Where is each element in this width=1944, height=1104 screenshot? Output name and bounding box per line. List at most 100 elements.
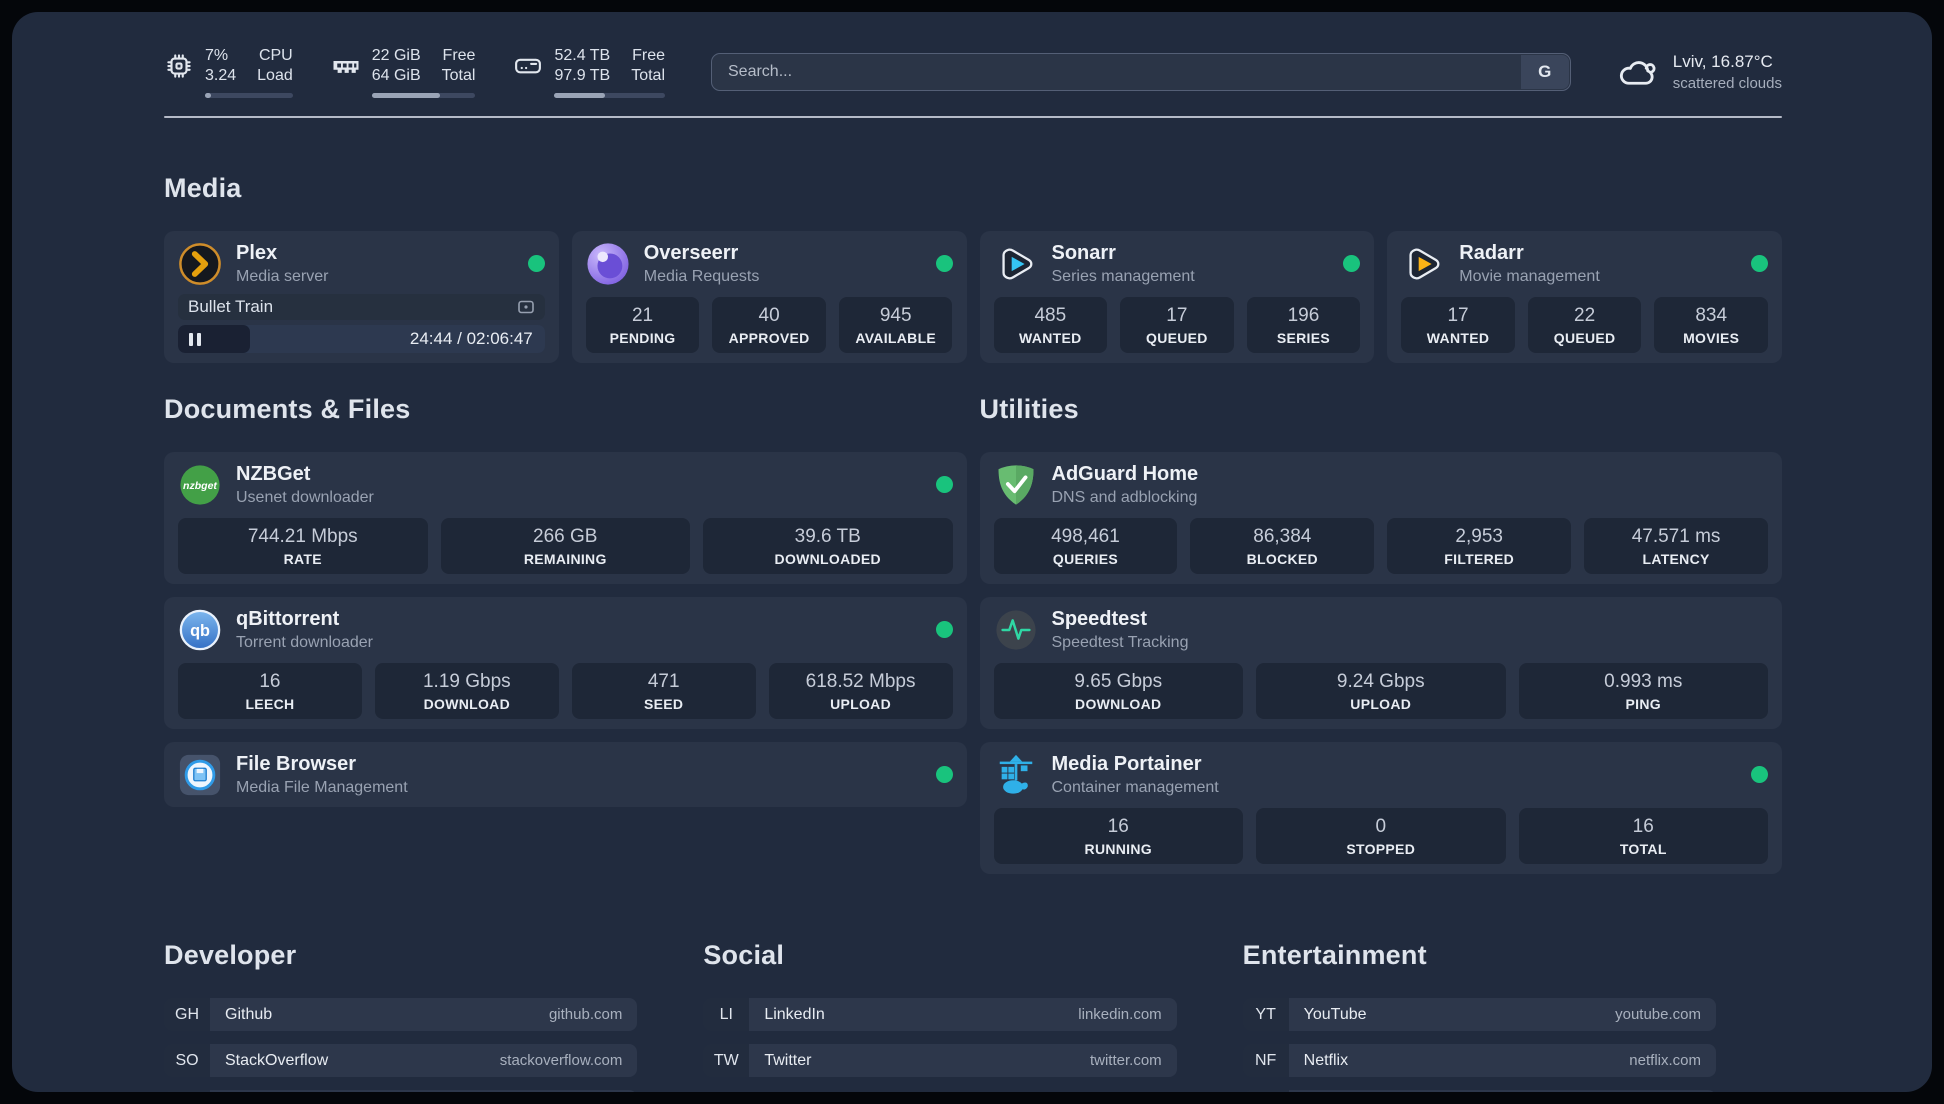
cpu-usage-label: CPU bbox=[258, 47, 293, 64]
service-description: Media Requests bbox=[643, 268, 760, 285]
stat-box: 1.19 Gbps DOWNLOAD bbox=[374, 663, 559, 719]
memory-icon bbox=[331, 51, 361, 81]
service-card-overseerr[interactable]: Overseerr Media Requests 21 PENDING 40 A… bbox=[571, 231, 967, 363]
bookmark-github[interactable]: GH Github github.com bbox=[164, 998, 638, 1031]
media-cards-row: Plex Media server Bullet Train bbox=[164, 231, 1782, 363]
service-description: Movie management bbox=[1459, 268, 1600, 285]
resource-disk: 52.4 TB 97.9 TB Free Total bbox=[513, 46, 665, 98]
disk-progress-bar bbox=[554, 93, 665, 98]
stat-label: QUEUED bbox=[1553, 330, 1616, 346]
bookmark-dev[interactable]: DT DEV dev.to bbox=[164, 1090, 638, 1092]
service-stats: 17 WANTED 22 QUEUED 834 MOVIES bbox=[1401, 297, 1768, 353]
bookmark-netflix[interactable]: NF Netflix netflix.com bbox=[1242, 1044, 1716, 1077]
stat-box: 86,384 BLOCKED bbox=[1190, 518, 1375, 574]
memory-progress-fill bbox=[371, 93, 441, 98]
stat-value: 39.6 TB bbox=[794, 526, 861, 547]
stat-label: MOVIES bbox=[1683, 330, 1740, 346]
service-description: Torrent downloader bbox=[236, 634, 373, 651]
stat-value: 196 bbox=[1287, 305, 1320, 326]
developer-section-title: Developer bbox=[164, 940, 297, 970]
pause-icon bbox=[189, 332, 201, 346]
top-bar: 7% 3.24 CPU Load bbox=[164, 46, 1782, 98]
service-card-qbittorrent[interactable]: qb qBittorrent Torrent downloader 16 LEE… bbox=[164, 597, 967, 729]
service-card-adguard[interactable]: AdGuard Home DNS and adblocking 498,461 … bbox=[979, 452, 1782, 584]
bookmark-abbr: DT bbox=[164, 1090, 210, 1092]
bookmarks-entertainment: Entertainment YT YouTube youtube.com NF … bbox=[1242, 939, 1716, 1092]
stat-box: 40 APPROVED bbox=[712, 297, 826, 353]
service-description: Series management bbox=[1051, 268, 1195, 285]
status-dot bbox=[935, 255, 953, 272]
disk-total-label: Total bbox=[631, 67, 665, 84]
disk-free-label: Free bbox=[632, 47, 665, 64]
stat-box: 9.24 Gbps UPLOAD bbox=[1256, 663, 1506, 719]
service-name: Plex bbox=[236, 242, 278, 264]
stat-box: 21 PENDING bbox=[585, 297, 700, 353]
bookmark-name: YouTube bbox=[1303, 1005, 1367, 1023]
qbittorrent-text: qBittorrent Torrent downloader bbox=[236, 607, 373, 652]
stat-label: SEED bbox=[644, 696, 684, 712]
stat-value: 22 bbox=[1574, 305, 1596, 326]
status-dot bbox=[1751, 766, 1768, 783]
stat-value: 485 bbox=[1034, 305, 1067, 326]
service-card-speedtest[interactable]: Speedtest Speedtest Tracking 9.65 Gbps D… bbox=[979, 597, 1782, 729]
weather-location-temp: Lviv, 16.87°C bbox=[1672, 52, 1773, 71]
radarr-icon bbox=[1401, 242, 1445, 286]
stat-box: 47.571 ms LATENCY bbox=[1584, 518, 1768, 574]
stat-value: 21 bbox=[631, 305, 654, 326]
service-name: AdGuard Home bbox=[1051, 463, 1199, 485]
service-card-filebrowser[interactable]: File Browser Media File Management bbox=[164, 742, 967, 807]
service-card-portainer[interactable]: Media Portainer Container management 16 … bbox=[979, 742, 1782, 874]
topbar-divider bbox=[164, 116, 1782, 118]
service-card-plex[interactable]: Plex Media server Bullet Train bbox=[164, 231, 559, 363]
portainer-text: Media Portainer Container management bbox=[1052, 752, 1219, 797]
weather-condition: scattered clouds bbox=[1672, 75, 1782, 92]
service-name: NZBGet bbox=[236, 463, 311, 485]
stat-label: QUEUED bbox=[1146, 330, 1208, 346]
service-card-radarr[interactable]: Radarr Movie management 17 WANTED 22 QUE… bbox=[1387, 231, 1782, 363]
service-description: Media server bbox=[236, 268, 329, 285]
stat-label: PENDING bbox=[609, 330, 676, 346]
bookmarks-developer: Developer GH Github github.com SO StackO… bbox=[164, 939, 638, 1092]
cpu-load-label: Load bbox=[257, 67, 293, 84]
disk-progress-fill bbox=[554, 93, 606, 98]
bookmark-twitter[interactable]: TW Twitter twitter.com bbox=[703, 1044, 1177, 1077]
stat-box: 16 TOTAL bbox=[1518, 808, 1768, 864]
stat-value: 498,461 bbox=[1051, 526, 1120, 547]
stat-value: 744.21 Mbps bbox=[247, 526, 358, 547]
service-stats: 16 RUNNING 0 STOPPED 16 TOTAL bbox=[993, 808, 1768, 864]
stat-label: LEECH bbox=[245, 696, 295, 712]
service-stats: 744.21 Mbps RATE 266 GB REMAINING 39.6 T… bbox=[178, 518, 953, 574]
stat-value: 17 bbox=[1447, 305, 1469, 326]
speedtest-icon bbox=[994, 608, 1038, 652]
stat-label: UPLOAD bbox=[1350, 696, 1412, 712]
disk-icon bbox=[513, 51, 543, 81]
entertainment-section-title: Entertainment bbox=[1242, 940, 1427, 970]
bookmark-url: stackoverflow.com bbox=[499, 1052, 623, 1069]
service-stats: 498,461 QUERIES 86,384 BLOCKED 2,953 FIL… bbox=[993, 518, 1768, 574]
bookmark-youtube[interactable]: YT YouTube youtube.com bbox=[1242, 998, 1716, 1031]
filebrowser-icon bbox=[178, 753, 222, 797]
memory-total-value: 64 GiB bbox=[371, 67, 421, 84]
search-input[interactable] bbox=[711, 53, 1571, 91]
bookmark-url: netflix.com bbox=[1629, 1052, 1701, 1069]
service-card-sonarr[interactable]: Sonarr Series management 485 WANTED 17 Q… bbox=[979, 231, 1375, 363]
stat-value: 16 bbox=[259, 671, 281, 692]
memory-total-label: Total bbox=[441, 67, 476, 84]
stat-label: UPLOAD bbox=[830, 696, 892, 712]
service-card-nzbget[interactable]: nzbget NZBGet Usenet downloader 744.21 M… bbox=[164, 452, 967, 584]
adguard-text: AdGuard Home DNS and adblocking bbox=[1052, 462, 1199, 507]
stat-value: 9.65 Gbps bbox=[1074, 671, 1163, 692]
service-name: Overseerr bbox=[643, 242, 739, 264]
bookmark-stackoverflow[interactable]: SO StackOverflow stackoverflow.com bbox=[164, 1044, 638, 1077]
stat-label: DOWNLOAD bbox=[1075, 696, 1162, 712]
search-provider-button[interactable]: G bbox=[1520, 55, 1569, 89]
bookmark-abbr: YT bbox=[1242, 998, 1289, 1031]
bookmark-name: StackOverflow bbox=[225, 1051, 329, 1069]
cpu-progress-fill bbox=[205, 93, 212, 98]
filebrowser-text: File Browser Media File Management bbox=[236, 752, 408, 797]
status-dot bbox=[1343, 255, 1361, 272]
bookmark-reddit[interactable]: RE Reddit reddit.com bbox=[1242, 1090, 1716, 1092]
stat-label: PING bbox=[1625, 696, 1661, 712]
stat-label: DOWNLOAD bbox=[423, 696, 510, 712]
bookmark-linkedin[interactable]: LI LinkedIn linkedin.com bbox=[703, 998, 1177, 1031]
